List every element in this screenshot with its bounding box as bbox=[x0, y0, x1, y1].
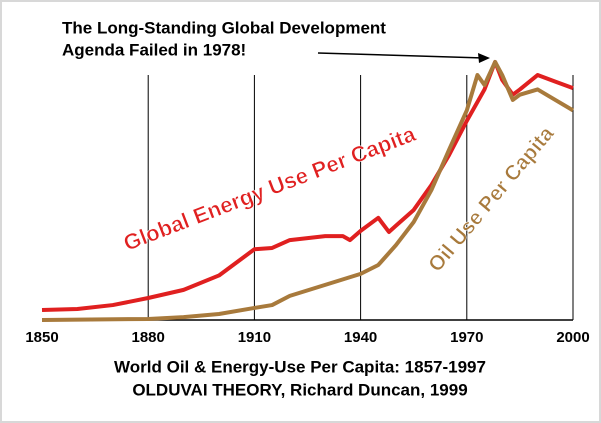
caption: World Oil & Energy-Use Per Capita: 1857-… bbox=[114, 357, 486, 376]
annotation-arrow bbox=[317, 52, 485, 59]
x-tick-label: 1880 bbox=[132, 329, 165, 346]
x-tick-label: 2000 bbox=[556, 329, 589, 346]
x-tick-label: 1850 bbox=[25, 329, 58, 346]
arrowhead bbox=[478, 53, 490, 63]
x-tick-label: 1910 bbox=[238, 329, 271, 346]
series-line bbox=[41, 59, 575, 322]
x-tick-label: 1970 bbox=[450, 329, 483, 346]
caption: OLDUVAI THEORY, Richard Duncan, 1999 bbox=[132, 380, 467, 399]
annotation: The Long-Standing Global Development bbox=[62, 18, 386, 37]
x-tick-label: 1940 bbox=[344, 329, 377, 346]
annotation: Agenda Failed in 1978! bbox=[62, 40, 246, 59]
